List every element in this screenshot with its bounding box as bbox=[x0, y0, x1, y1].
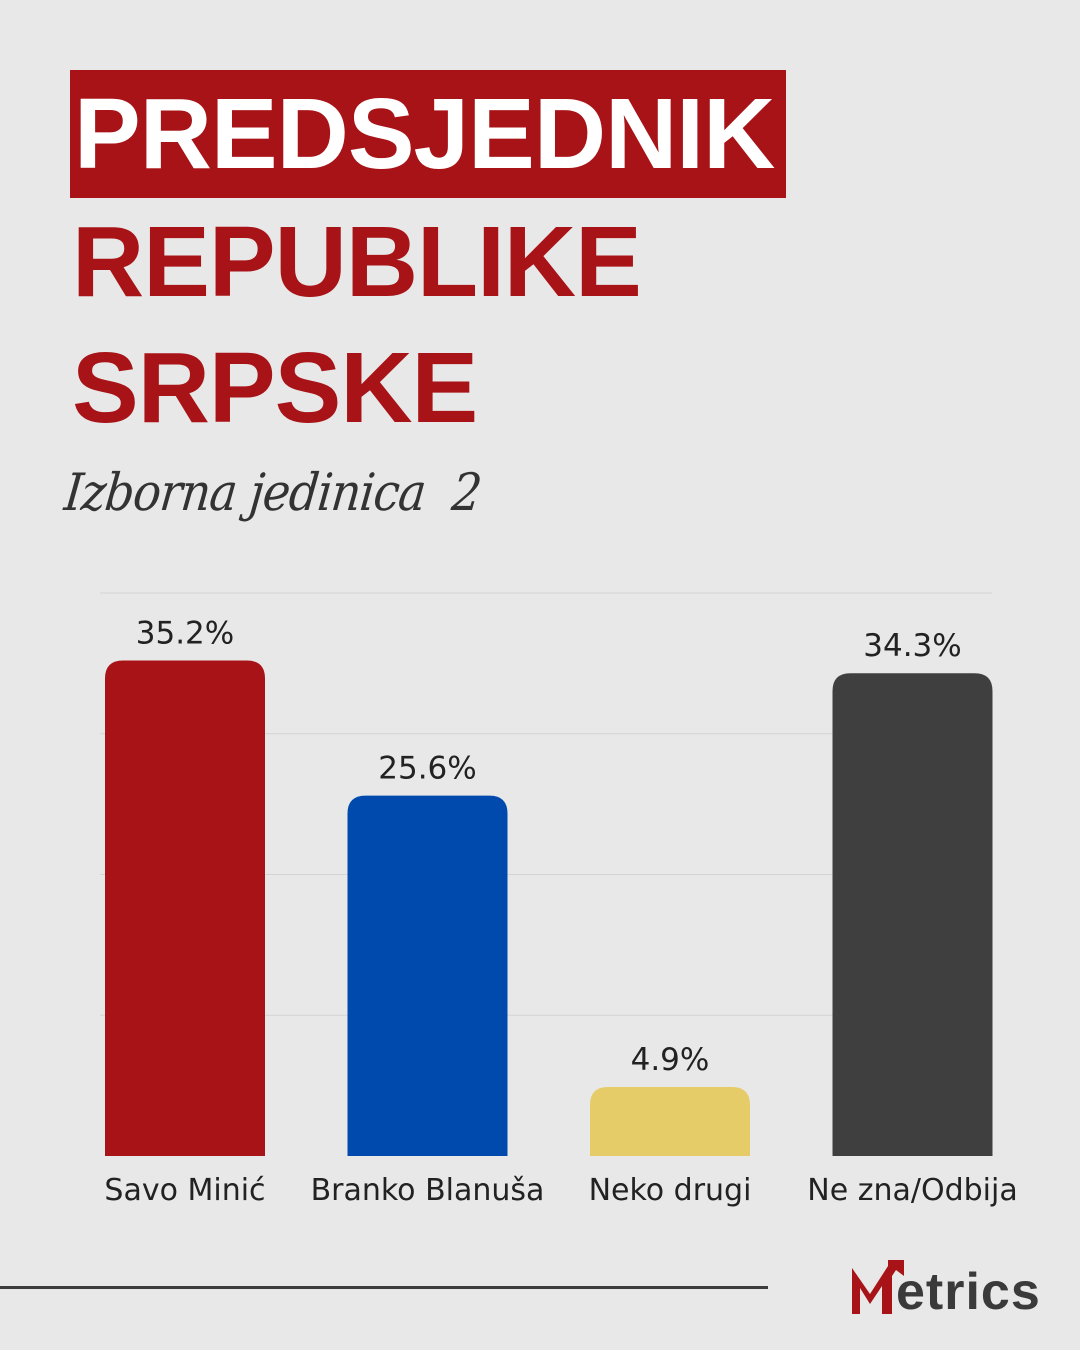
category-label: Ne zna/Odbija bbox=[807, 1173, 1017, 1208]
title-line-3: SRPSKE bbox=[72, 332, 478, 444]
data-label: 35.2% bbox=[136, 616, 234, 652]
bar bbox=[347, 795, 508, 1156]
title-line-2: REPUBLIKE bbox=[72, 206, 642, 318]
logo-text: etrics bbox=[896, 1263, 1041, 1321]
title-line-1: PREDSJEDNIK bbox=[70, 70, 787, 198]
category-label: Savo Minić bbox=[104, 1173, 265, 1208]
data-label: 4.9% bbox=[631, 1042, 710, 1078]
bar bbox=[832, 673, 993, 1156]
footer-divider bbox=[0, 1286, 768, 1289]
metrics-logo: etrics bbox=[846, 1256, 1056, 1320]
data-label: 34.3% bbox=[863, 628, 961, 664]
category-label: Branko Blanuša bbox=[311, 1173, 545, 1208]
logo-m-arrow-icon bbox=[852, 1260, 904, 1314]
bar bbox=[590, 1087, 750, 1156]
category-label: Neko drugi bbox=[589, 1173, 752, 1208]
bar bbox=[105, 660, 265, 1156]
data-label: 25.6% bbox=[378, 751, 476, 787]
